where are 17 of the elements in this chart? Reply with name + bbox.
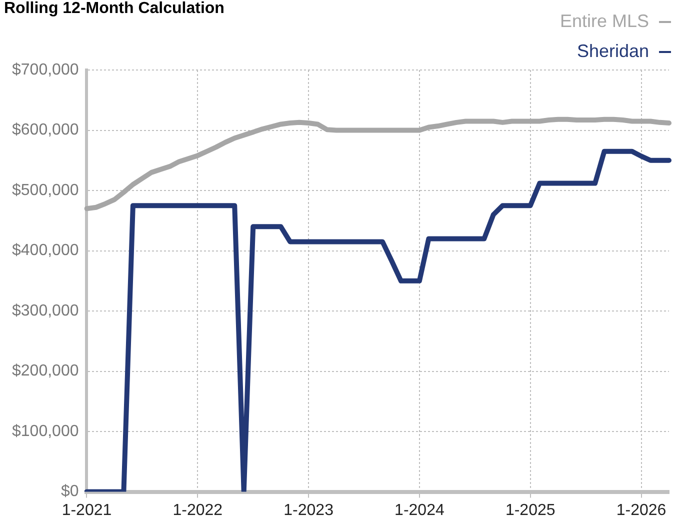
y-tick-label: $700,000 xyxy=(12,61,79,78)
y-tick-label: $200,000 xyxy=(12,362,79,380)
y-tick-label: $500,000 xyxy=(12,182,79,199)
x-tick-label: 1-2024 xyxy=(394,502,444,519)
x-tick-label: 1-2022 xyxy=(172,502,223,519)
x-tick-label: 1-2021 xyxy=(62,502,112,519)
y-tick-label: $0 xyxy=(60,483,79,500)
x-tick-label: 1-2025 xyxy=(505,502,556,519)
legend-label: Entire MLS xyxy=(560,11,649,31)
x-tick-label: 1-2023 xyxy=(284,502,334,519)
y-tick-label: $400,000 xyxy=(12,242,79,260)
y-tick-label: $100,000 xyxy=(12,422,79,440)
y-tick-label: $300,000 xyxy=(12,302,79,320)
y-tick-label: $600,000 xyxy=(12,122,79,139)
x-tick-label: 1-2026 xyxy=(616,502,666,519)
chart-title: Rolling 12-Month Calculation xyxy=(4,0,224,18)
legend-label: Sheridan xyxy=(576,41,649,61)
